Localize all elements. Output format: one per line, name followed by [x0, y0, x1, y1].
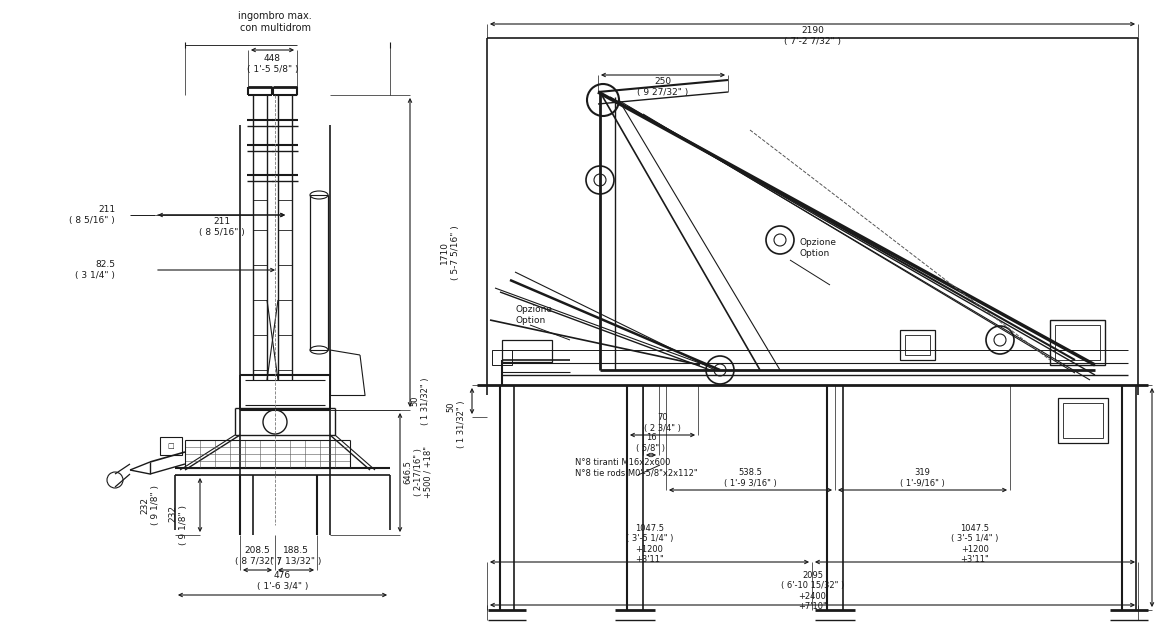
Text: 646.5
( 2-17/16" )
+500 / +18": 646.5 ( 2-17/16" ) +500 / +18" — [403, 446, 433, 499]
Text: 211
( 8 5/16" ): 211 ( 8 5/16" ) — [69, 205, 115, 225]
Text: 2190
( 7'-2 7/32" ): 2190 ( 7'-2 7/32" ) — [784, 27, 841, 46]
Text: 50
( 1 31/32" ): 50 ( 1 31/32" ) — [446, 401, 466, 449]
Text: 1710
( 5-7 5/16" ): 1710 ( 5-7 5/16" ) — [440, 225, 460, 280]
Text: 16
( 5/8" ): 16 ( 5/8" ) — [637, 434, 666, 453]
Bar — [900, 330, 935, 360]
Text: 70
( 2 3/4" ): 70 ( 2 3/4" ) — [644, 413, 681, 433]
Text: 250
( 9 27/32" ): 250 ( 9 27/32" ) — [637, 77, 689, 97]
Text: 1047.5
( 3'-5 1/4" )
+1200
+3'11": 1047.5 ( 3'-5 1/4" ) +1200 +3'11" — [625, 524, 673, 564]
Bar — [160, 437, 182, 455]
Text: Opzione
Option: Opzione Option — [515, 305, 552, 325]
Bar — [1050, 320, 1105, 365]
Text: □: □ — [168, 443, 175, 449]
Text: 232
( 9 1/8" ): 232 ( 9 1/8" ) — [168, 505, 188, 545]
Text: ingombro max.
con multidrom: ingombro max. con multidrom — [239, 11, 312, 33]
Text: N°8 tiranti M16x2x600
N°8 tie rods M0'-5/8"x2x112": N°8 tiranti M16x2x600 N°8 tie rods M0'-5… — [576, 458, 697, 478]
Bar — [503, 340, 552, 362]
Text: Opzione
Option: Opzione Option — [800, 238, 837, 258]
Bar — [492, 350, 512, 365]
Text: 188.5
( 7 13/32" ): 188.5 ( 7 13/32" ) — [270, 546, 322, 566]
Bar — [906, 335, 930, 355]
Text: 208.5
( 8 7/32" ): 208.5 ( 8 7/32" ) — [235, 546, 280, 566]
Bar — [1055, 325, 1100, 360]
Text: 319
( 1'-9/16" ): 319 ( 1'-9/16" ) — [900, 468, 945, 487]
Bar — [1058, 398, 1108, 443]
Text: 448
( 1'-5 5/8" ): 448 ( 1'-5 5/8" ) — [247, 54, 299, 73]
Text: 232
( 9 1/8" ): 232 ( 9 1/8" ) — [140, 485, 160, 525]
Text: 82.5
( 3 1/4" ): 82.5 ( 3 1/4" ) — [75, 260, 115, 280]
Text: 1047.5
( 3'-5 1/4" )
+1200
+3'11": 1047.5 ( 3'-5 1/4" ) +1200 +3'11" — [952, 524, 998, 564]
Text: 50
( 1 31/32" ): 50 ( 1 31/32" ) — [410, 377, 430, 425]
Text: 538.5
( 1'-9 3/16" ): 538.5 ( 1'-9 3/16" ) — [724, 468, 777, 487]
Bar — [1063, 403, 1104, 438]
Text: 211
( 8 5/16" ): 211 ( 8 5/16" ) — [199, 217, 244, 237]
Text: 2095
( 6'-10 15/32" )
+2400
+7'10": 2095 ( 6'-10 15/32" ) +2400 +7'10" — [780, 571, 844, 611]
Text: 476
( 1'-6 3/4" ): 476 ( 1'-6 3/4" ) — [257, 572, 308, 591]
